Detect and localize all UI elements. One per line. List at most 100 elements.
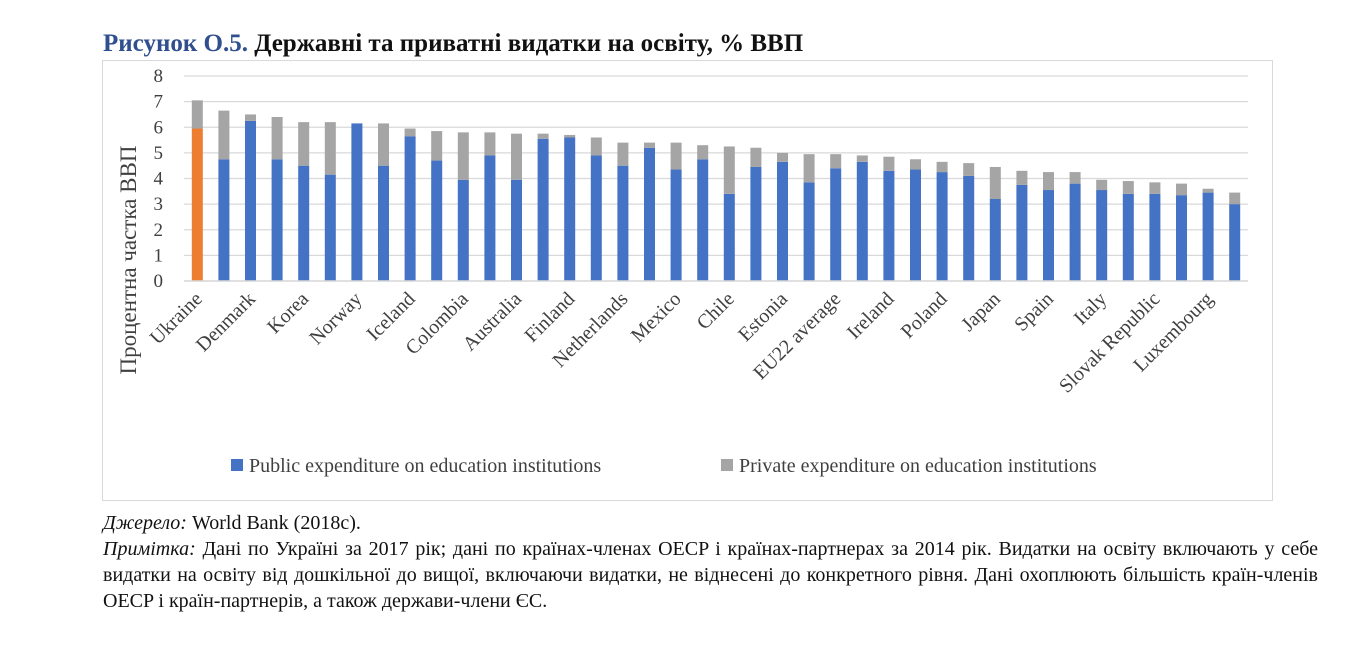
bar-public — [1229, 204, 1241, 281]
source-text: World Bank (2018c). — [191, 512, 361, 534]
bar-private — [484, 132, 496, 156]
bar-public — [883, 170, 895, 281]
bar-public — [777, 161, 788, 281]
bar-public — [378, 165, 389, 281]
bar-private — [1096, 179, 1108, 191]
notes: Джерело: World Bank (2018c). Примітка: Д… — [103, 510, 1318, 614]
bar-public — [271, 159, 283, 281]
y-tick-label: 6 — [154, 117, 164, 138]
bar-public — [830, 168, 842, 281]
bar-private — [324, 122, 336, 175]
bar-private — [644, 142, 655, 148]
bar-private — [431, 131, 443, 161]
bar-private — [537, 133, 549, 139]
bar-public — [511, 179, 522, 281]
x-tick-label: Korea — [263, 288, 313, 338]
bar-public — [1122, 193, 1134, 281]
bar-private — [750, 147, 762, 167]
legend-label: Public expenditure on education institut… — [249, 455, 601, 477]
bar-public — [670, 169, 682, 281]
bar-private — [989, 166, 1001, 199]
bar-private — [777, 152, 788, 162]
figure-title: Рисунок О.5. Державні та приватні видатк… — [103, 30, 803, 58]
y-tick-label: 8 — [154, 66, 164, 87]
bar-private — [1149, 182, 1161, 194]
bar-private — [1069, 172, 1081, 184]
bar-private — [245, 114, 256, 121]
bar-public — [1096, 190, 1108, 281]
bar-private — [617, 142, 629, 166]
bar-public — [218, 159, 230, 281]
bar-private — [803, 154, 815, 183]
chart-frame — [102, 60, 1273, 501]
bar-public — [1202, 192, 1214, 281]
x-tick-label: Norway — [305, 288, 366, 349]
bar-private — [963, 163, 975, 176]
note-label: Примітка: — [103, 538, 196, 560]
x-tick-label: Mexico — [627, 288, 686, 347]
figure-title-text: Державні та приватні видатки на освіту, … — [254, 30, 804, 57]
y-tick-label: 4 — [154, 169, 164, 190]
bar-public — [324, 174, 336, 281]
bar-private — [670, 142, 682, 170]
bar-public — [1069, 183, 1081, 281]
bar-private — [1016, 170, 1028, 185]
bar-public — [910, 169, 921, 281]
x-tick-label: Poland — [897, 288, 952, 343]
x-tick-label: Spain — [1010, 288, 1058, 336]
bar-public — [803, 182, 815, 281]
x-tick-label: Italy — [1070, 288, 1111, 329]
bar-private — [936, 161, 948, 173]
bar-public — [590, 155, 602, 281]
bar-public — [298, 165, 310, 281]
x-tick-label: Ireland — [843, 288, 899, 344]
y-tick-label: 1 — [154, 245, 164, 266]
y-axis-label: Процентна частка ВВП — [116, 146, 141, 375]
bar-private — [218, 110, 230, 160]
bar-public — [963, 175, 975, 281]
bar-public — [404, 136, 416, 281]
bar-private — [910, 159, 921, 170]
note-text: Дані по Україні за 2017 рік; дані по кра… — [103, 538, 1319, 612]
bar-public — [351, 123, 363, 281]
source-label: Джерело: — [103, 512, 187, 534]
bar-public — [537, 138, 549, 281]
bar-public — [723, 193, 735, 281]
bar-public — [1149, 193, 1161, 281]
y-tick-label: 5 — [154, 143, 164, 164]
bar-private — [1229, 192, 1241, 205]
bar-public — [936, 172, 948, 281]
bar-public — [989, 199, 1001, 281]
bar-private — [723, 146, 735, 194]
bar-private — [191, 100, 203, 129]
bar-public — [431, 160, 443, 281]
bar-public — [617, 165, 629, 281]
bar-private — [378, 123, 389, 166]
bar-public — [644, 147, 655, 281]
bar-private — [457, 132, 469, 180]
bar-private — [856, 155, 868, 162]
bar-public — [245, 120, 256, 281]
bar-private — [298, 122, 310, 166]
bar-public — [750, 166, 762, 281]
y-tick-label: 7 — [154, 92, 164, 113]
bar-private — [511, 133, 522, 180]
x-tick-label: Denmark — [192, 288, 260, 356]
bar-private — [1176, 183, 1187, 196]
bar-private — [404, 128, 416, 137]
bar-public — [191, 128, 203, 281]
bar-public — [697, 159, 709, 281]
bar-public — [1176, 195, 1187, 281]
bar-private — [1122, 181, 1134, 194]
y-tick-label: 3 — [154, 194, 164, 215]
bar-private — [271, 117, 283, 160]
legend-swatch — [721, 459, 733, 471]
bar-private — [1043, 172, 1054, 191]
bar-public — [856, 161, 868, 281]
bar-public — [484, 155, 496, 281]
bar-public — [564, 137, 576, 281]
bar-public — [1043, 190, 1054, 281]
bar-private — [1202, 188, 1214, 193]
x-tick-label: Chile — [693, 288, 739, 334]
